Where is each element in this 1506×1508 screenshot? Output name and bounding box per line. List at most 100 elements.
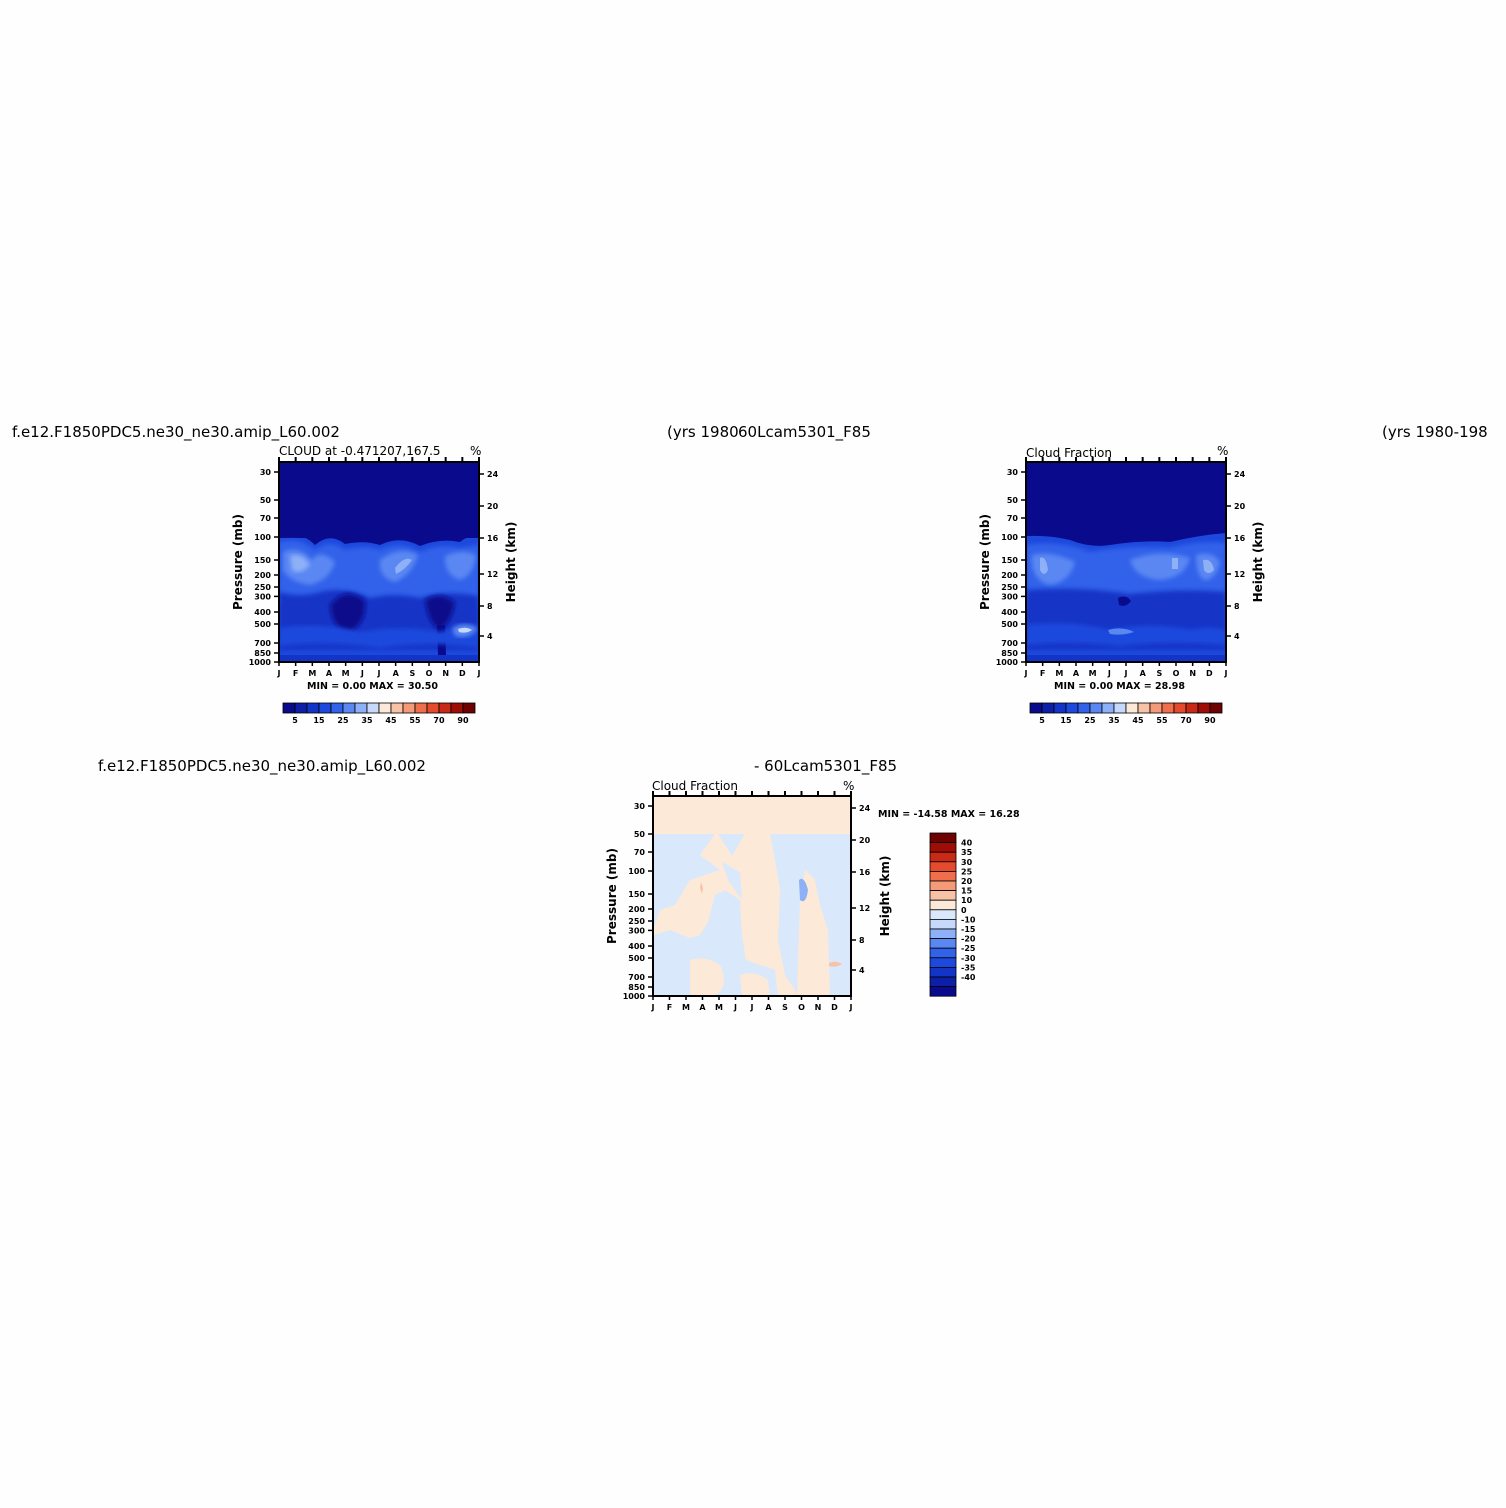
colorbar-label: 25 <box>1084 716 1096 725</box>
panel-title: CLOUD at -0.471207,167.5 <box>279 444 441 458</box>
y-tick-label: 30 <box>1007 468 1019 477</box>
colorbar-swatch <box>1053 702 1067 714</box>
panel-units: % <box>843 779 854 793</box>
min-max-text: MIN = 0.00 MAX = 28.98 <box>1054 681 1185 692</box>
x-tick-label: A <box>1073 669 1080 678</box>
colorbar-label: 15 <box>961 887 973 896</box>
y-tick-label-right: 20 <box>859 836 871 845</box>
colorbar-swatch <box>929 986 957 997</box>
panel-units: % <box>470 444 481 458</box>
colorbar-swatch <box>1149 702 1163 714</box>
y-tick-label: 150 <box>628 890 645 899</box>
colorbar-label: -40 <box>961 973 976 982</box>
y-tick-label: 250 <box>1001 583 1018 592</box>
x-tick-label: F <box>667 1003 672 1012</box>
colorbar-swatch <box>294 702 308 714</box>
x-tick-label: A <box>1140 669 1147 678</box>
diff-case1-name: f.e12.F1850PDC5.ne30_ne30.amip_L60.002 <box>98 757 426 776</box>
y-tick-label: 300 <box>628 926 645 935</box>
x-tick-label: A <box>326 669 333 678</box>
case2-name: 60Lcam5301_F85 <box>738 423 871 442</box>
colorbar-swatch <box>929 871 957 882</box>
colorbar-swatch <box>1029 702 1043 714</box>
x-tick-label: J <box>277 669 281 678</box>
y-tick-label-right: 8 <box>859 936 865 945</box>
colorbar-swatch <box>929 957 957 968</box>
colorbar-swatch <box>390 702 404 714</box>
y-tick-label-right: 12 <box>487 570 498 579</box>
y-tick-label-right: 16 <box>859 868 871 877</box>
colorbar: 5 15 25 35 45 55 70 90 <box>1029 702 1223 725</box>
y-tick-label: 100 <box>254 533 271 542</box>
y-tick-label-right: 4 <box>1234 632 1240 641</box>
y-tick-label: 50 <box>634 830 646 839</box>
colorbar-swatch <box>330 702 344 714</box>
y-axis-label: Pressure (mb) <box>231 514 245 610</box>
colorbar-swatch <box>929 842 957 853</box>
y-tick-label: 500 <box>628 954 645 963</box>
colorbar-swatch <box>929 899 957 911</box>
colorbar-swatch <box>929 976 957 988</box>
colorbar-label: -35 <box>961 963 976 972</box>
x-tick-label: D <box>831 1003 838 1012</box>
x-tick-label: S <box>782 1003 788 1012</box>
colorbar-label: 25 <box>961 867 973 876</box>
case1-years: (yrs 1980 <box>667 423 739 441</box>
colorbar-label: 45 <box>385 716 397 725</box>
y-tick-label: 400 <box>628 942 645 951</box>
y-axis-label-right: Height (km) <box>878 856 892 937</box>
y-tick-label: 200 <box>1001 571 1018 580</box>
x-tick-label: N <box>1189 669 1196 678</box>
y-tick-label-right: 8 <box>487 602 493 611</box>
y-tick-label: 150 <box>1001 556 1018 565</box>
colorbar-swatch <box>929 928 957 940</box>
y-tick-label-right: 24 <box>487 470 499 479</box>
colorbar-swatch <box>1065 702 1079 714</box>
x-tick-label: J <box>1124 669 1128 678</box>
x-tick-label: J <box>377 669 381 678</box>
colorbar-swatch <box>929 909 957 920</box>
y-tick-label: 50 <box>1007 496 1019 505</box>
x-tick-label: M <box>1055 669 1063 678</box>
colorbar-label: 35 <box>361 716 373 725</box>
y-tick-label: 70 <box>1007 514 1019 523</box>
y-tick-label-right: 24 <box>859 804 871 813</box>
colorbar-label: 70 <box>1180 716 1192 725</box>
x-tick-label: S <box>409 669 415 678</box>
x-tick-label: M <box>308 669 316 678</box>
y-tick-label: 100 <box>628 867 645 876</box>
colorbar-label: 15 <box>1060 716 1072 725</box>
colorbar-swatch <box>378 702 392 714</box>
diff-case2-name: - 60Lcam5301_F85 <box>754 757 897 776</box>
colorbar-swatch <box>1125 702 1139 714</box>
y-tick-label-right: 4 <box>487 632 493 641</box>
x-tick-label: A <box>765 1003 772 1012</box>
x-tick-label: A <box>699 1003 706 1012</box>
x-tick-label: M <box>715 1003 723 1012</box>
y-tick-label: 250 <box>254 583 271 592</box>
y-tick-label: 700 <box>254 639 271 648</box>
y-tick-label: 700 <box>1001 639 1018 648</box>
y-tick-label: 30 <box>260 468 272 477</box>
colorbar-swatch <box>1161 702 1175 714</box>
colorbar-swatch <box>1041 702 1055 714</box>
contour-field-case1 <box>279 462 479 662</box>
colorbar-label: 35 <box>961 848 973 857</box>
x-tick-label: F <box>1040 669 1045 678</box>
x-tick-label: D <box>1206 669 1213 678</box>
colorbar-label: 15 <box>313 716 325 725</box>
y-tick-label: 700 <box>628 973 645 982</box>
colorbar-label: 0 <box>961 906 967 915</box>
y-tick-label: 30 <box>634 802 646 811</box>
x-tick-label: O <box>798 1003 805 1012</box>
colorbar-swatch <box>1137 702 1151 714</box>
colorbar-swatch <box>1077 702 1091 714</box>
y-tick-label-right: 20 <box>1234 502 1246 511</box>
y-tick-label: 70 <box>260 514 272 523</box>
colorbar-label: -20 <box>961 935 976 944</box>
y-tick-label-right: 20 <box>487 502 499 511</box>
x-tick-label: O <box>1173 669 1180 678</box>
colorbar: 5 15 25 35 45 55 70 90 <box>282 702 476 725</box>
x-tick-label: N <box>815 1003 822 1012</box>
